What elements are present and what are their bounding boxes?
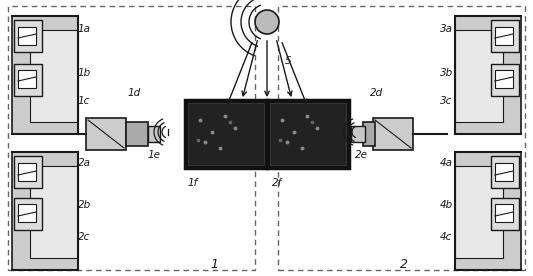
Bar (373, 118, 413, 150)
Bar (86, 118, 126, 150)
Text: 1: 1 (210, 258, 218, 271)
Bar (491, 156, 519, 188)
Bar (278, 6, 525, 270)
Text: 2b: 2b (78, 200, 91, 210)
Text: 2a: 2a (78, 158, 91, 168)
Bar (14, 64, 42, 96)
Bar (18, 163, 36, 181)
Text: 3b: 3b (440, 68, 453, 78)
Bar (18, 204, 36, 222)
Text: 1a: 1a (78, 24, 91, 34)
Bar (351, 126, 365, 142)
Bar (491, 64, 519, 96)
Bar (495, 204, 513, 222)
Bar (14, 156, 42, 188)
Bar (491, 198, 519, 230)
Text: 2c: 2c (78, 232, 91, 242)
Bar (270, 103, 346, 165)
Text: 4b: 4b (440, 200, 453, 210)
Bar (188, 103, 264, 165)
Text: 2: 2 (400, 258, 408, 271)
Bar (30, 166, 78, 258)
Bar (495, 70, 513, 88)
Bar (185, 100, 267, 168)
Text: 1c: 1c (78, 96, 91, 106)
Text: 4c: 4c (440, 232, 453, 242)
Bar (363, 122, 375, 146)
Bar (14, 20, 42, 52)
Bar (14, 198, 42, 230)
Text: 5: 5 (285, 56, 292, 66)
Text: 1d: 1d (128, 88, 141, 98)
Bar (455, 166, 503, 258)
Bar (495, 163, 513, 181)
Bar (18, 27, 36, 45)
Text: 2e: 2e (355, 150, 368, 160)
Bar (8, 6, 255, 270)
Text: 1f: 1f (188, 178, 198, 188)
Bar (30, 30, 78, 122)
Text: 4a: 4a (440, 158, 453, 168)
Bar (455, 30, 503, 122)
Bar (267, 100, 349, 168)
Bar (126, 122, 148, 146)
Text: 2d: 2d (370, 88, 383, 98)
Bar (495, 27, 513, 45)
Text: 3a: 3a (440, 24, 453, 34)
Bar (18, 70, 36, 88)
Bar (455, 152, 521, 270)
Bar (12, 16, 78, 134)
Text: 3c: 3c (440, 96, 453, 106)
Bar (491, 20, 519, 52)
Text: 1b: 1b (78, 68, 91, 78)
Text: 2f: 2f (272, 178, 282, 188)
Bar (455, 16, 521, 134)
Bar (12, 152, 78, 270)
Text: 1e: 1e (148, 150, 161, 160)
Circle shape (255, 10, 279, 34)
Bar (148, 126, 160, 142)
